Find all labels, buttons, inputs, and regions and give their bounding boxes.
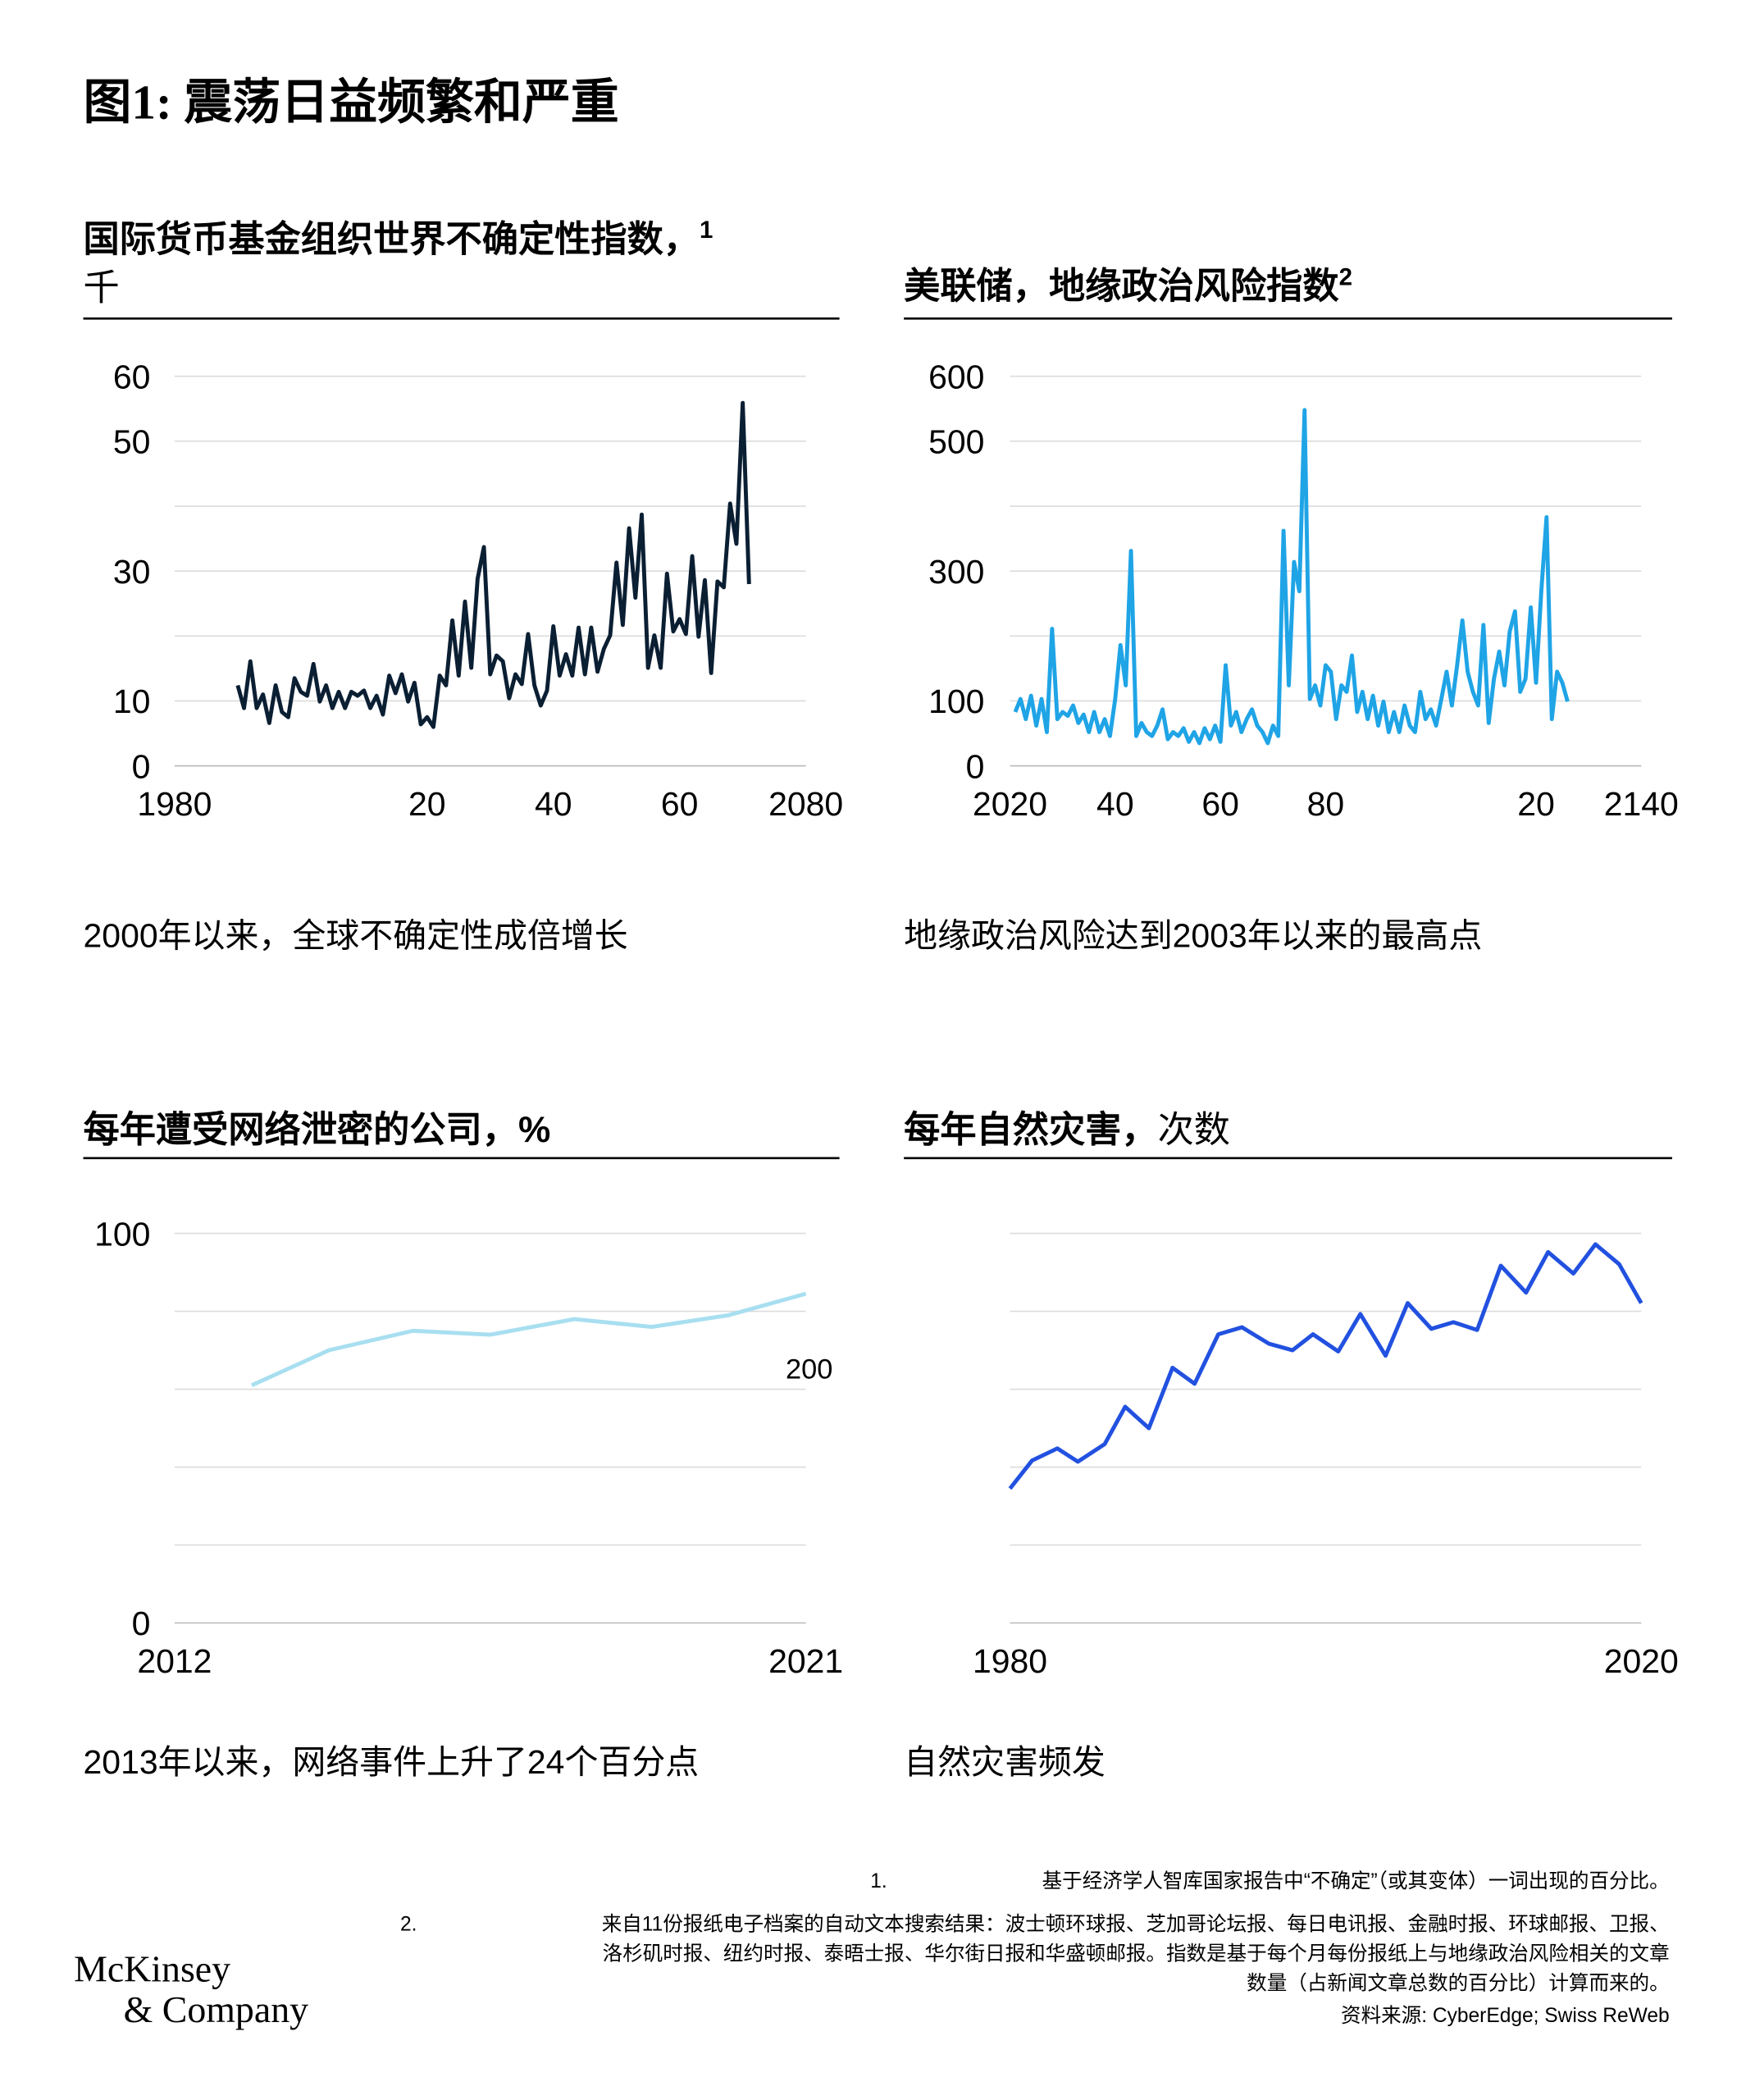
x-tick-label: 1980 bbox=[137, 785, 212, 823]
logo-line: & Company bbox=[124, 1988, 308, 2030]
x-tick-label: 2012 bbox=[137, 1642, 212, 1680]
y-tick-label: 0 bbox=[132, 1605, 151, 1642]
x-tick-label: 40 bbox=[535, 785, 572, 823]
data-line bbox=[1013, 408, 1570, 746]
y-tick-label: 500 bbox=[928, 423, 984, 461]
x-tick-label: 80 bbox=[1307, 785, 1345, 823]
x-tick-label: 40 bbox=[1096, 785, 1134, 823]
logo-line: McKinsey bbox=[74, 1948, 230, 1990]
x-tick-label: 2020 bbox=[973, 785, 1047, 823]
chart-title-text: 每年自然灾害， bbox=[904, 1110, 1157, 1150]
chart-title: 美联储，地缘政治风险指数2 bbox=[904, 263, 1352, 306]
footnote-ref: 2 bbox=[1339, 263, 1352, 290]
chart-title-text: 每年遭受网络泄密的公司，% bbox=[84, 1109, 551, 1150]
y-tick-label: 600 bbox=[928, 358, 984, 395]
annotation: 200 bbox=[786, 1354, 832, 1385]
footnote-line: 数量（占新闻文章总数的百分比）计算而来的。 bbox=[1247, 1972, 1669, 1995]
y-tick-label: 60 bbox=[113, 358, 151, 395]
page-title: 图1: 震荡日益频繁和严重 bbox=[84, 75, 619, 129]
data-line bbox=[235, 400, 751, 729]
chart-caption: 地缘政治风险达到2003年以来的最高点 bbox=[904, 917, 1482, 955]
x-tick-label: 60 bbox=[661, 785, 699, 823]
footnote-number: 2. bbox=[400, 1914, 417, 1936]
y-tick-label: 10 bbox=[113, 682, 151, 720]
chart-title: 每年自然灾害，次数 bbox=[904, 1110, 1230, 1150]
x-tick-label: 2140 bbox=[1604, 785, 1679, 823]
footnote-line: 来自11份报纸电子档案的自动文本搜索结果：波士顿环球报、芝加哥论坛报、每日电讯报… bbox=[602, 1913, 1670, 1936]
data-line bbox=[1008, 1242, 1643, 1491]
x-tick-label: 20 bbox=[408, 785, 446, 823]
x-tick-label: 20 bbox=[1517, 785, 1555, 823]
chart-title-text: 美联储，地缘政治风险指数 bbox=[904, 267, 1339, 307]
chart-caption: 2000年以来，全球不确定性成倍增长 bbox=[84, 917, 628, 955]
y-tick-label: 0 bbox=[966, 747, 985, 785]
chart-unit: 次数 bbox=[1158, 1110, 1230, 1150]
y-tick-label: 50 bbox=[113, 423, 151, 461]
footnote-line: 洛杉矶时报、纽约时报、泰晤士报、华尔街日报和华盛顿邮报。指数是基于每个月每份报纸… bbox=[603, 1942, 1670, 1965]
x-tick-label: 60 bbox=[1201, 785, 1239, 823]
chart-title-text: 国际货币基金组织世界不确定性指数， bbox=[84, 219, 700, 259]
y-tick-label: 30 bbox=[113, 553, 151, 591]
chart-unit: 千 bbox=[84, 267, 120, 308]
y-tick-label: 0 bbox=[132, 747, 151, 785]
footnote-line: 基于经济学人智库国家报告中“不确定”（或其变体）一词出现的百分比。 bbox=[1042, 1869, 1670, 1892]
y-tick-label: 100 bbox=[928, 682, 984, 720]
data-line bbox=[250, 1291, 807, 1388]
x-tick-label: 2020 bbox=[1604, 1642, 1679, 1680]
chart-caption: 2013年以来，网络事件上升了24个百分点 bbox=[84, 1743, 700, 1781]
y-tick-label: 300 bbox=[928, 553, 984, 591]
footnote-ref: 1 bbox=[700, 217, 713, 244]
x-tick-label: 1980 bbox=[973, 1642, 1047, 1680]
chart-title: 国际货币基金组织世界不确定性指数，1 bbox=[84, 217, 713, 259]
x-tick-label: 2021 bbox=[768, 1642, 843, 1680]
chart-caption: 自然灾害频发 bbox=[904, 1743, 1105, 1781]
y-tick-label: 100 bbox=[94, 1215, 150, 1253]
chart-title: 每年遭受网络泄密的公司，% bbox=[84, 1109, 551, 1150]
source: 资料来源: CyberEdge; Swiss ReWeb bbox=[1341, 2004, 1670, 2027]
footnote-number: 1. bbox=[870, 1870, 887, 1892]
x-tick-label: 2080 bbox=[768, 785, 843, 823]
